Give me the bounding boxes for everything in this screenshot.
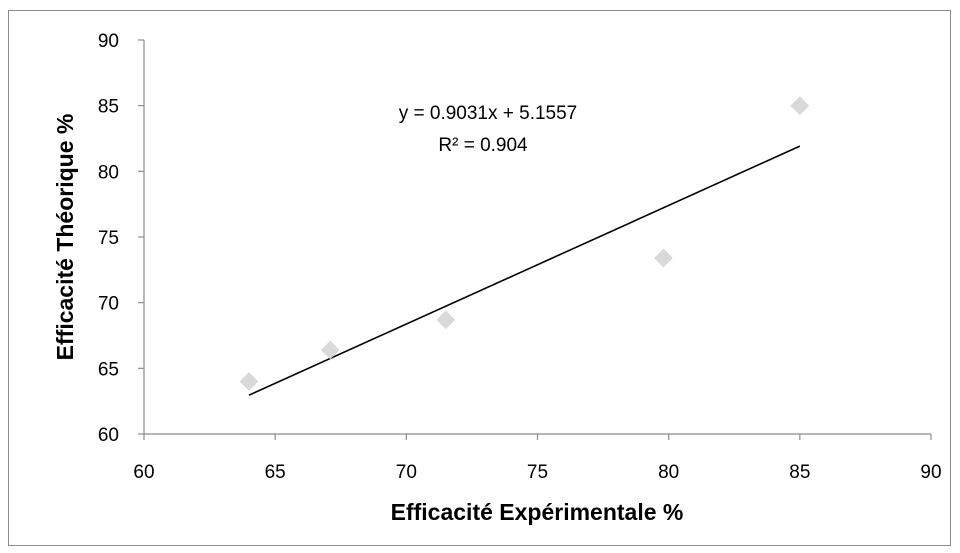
data-point [436,310,456,330]
x-tick-label: 80 [658,462,679,483]
y-tick-label: 80 [98,162,119,183]
x-tick-label: 75 [527,462,548,483]
y-tick-label: 85 [98,97,119,118]
trendline-group [248,145,801,396]
data-point [320,340,340,360]
x-tick-label: 70 [396,462,417,483]
x-tick-label: 60 [133,462,154,483]
tick-labels: 60 65 70 75 80 85 90 60 65 70 75 80 85 90 [98,31,942,483]
trendline [248,145,801,396]
x-axis-title: Efficacité Expérimentale % [391,499,684,525]
x-tick-label: 90 [920,462,941,483]
trendline-equation: y = 0.9031x + 5.1557 [399,103,578,124]
data-point [790,96,810,116]
y-tick-label: 70 [98,294,119,315]
data-points [239,96,810,391]
x-tick-label: 85 [789,462,810,483]
trendline-r2: R² = 0.904 [438,135,528,156]
axes [138,39,932,440]
y-tick-label: 60 [98,425,119,446]
data-point [239,372,259,391]
y-axis-title: Efficacité Théorique % [52,114,78,361]
data-point [654,248,673,268]
chart-frame [8,10,951,546]
y-tick-label: 65 [98,359,119,380]
y-tick-label: 75 [98,228,119,249]
y-tick-label: 90 [98,31,119,52]
x-tick-label: 65 [265,462,286,483]
